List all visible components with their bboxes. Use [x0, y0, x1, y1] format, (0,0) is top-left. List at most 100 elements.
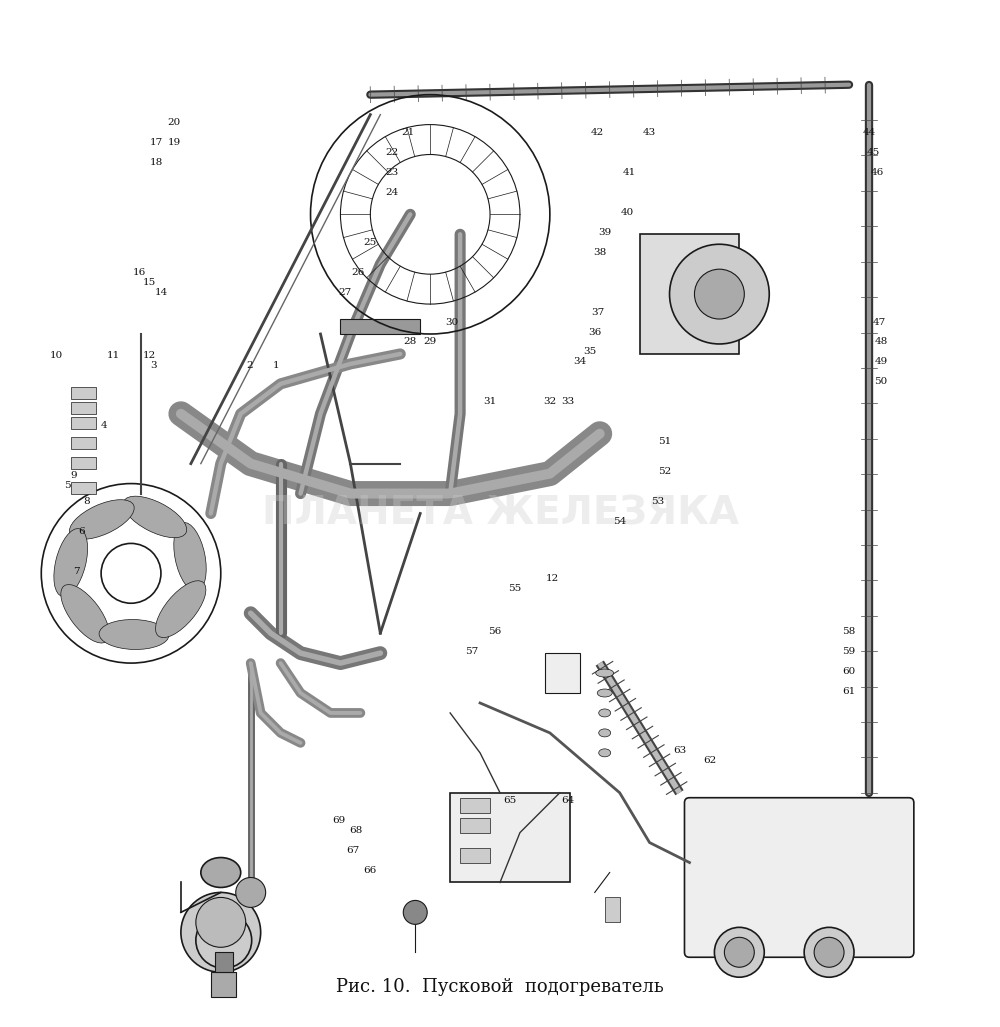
Text: 12: 12	[142, 351, 156, 360]
Text: 21: 21	[402, 128, 415, 137]
Ellipse shape	[61, 584, 109, 643]
Text: 26: 26	[352, 268, 365, 276]
Ellipse shape	[156, 580, 206, 638]
Circle shape	[714, 927, 764, 978]
Bar	[71, 482, 96, 494]
Text: ПЛАНЕТА ЖЕЛЕЗЯКА: ПЛАНЕТА ЖЕЛЕЗЯКА	[262, 494, 738, 533]
Text: 14: 14	[154, 288, 168, 297]
Text: 49: 49	[874, 357, 888, 367]
Bar	[640, 234, 739, 354]
Text: 2: 2	[246, 362, 253, 371]
Text: 15: 15	[142, 277, 156, 287]
Text: 9: 9	[70, 471, 77, 480]
Ellipse shape	[201, 858, 241, 887]
Text: 59: 59	[842, 647, 856, 655]
Text: 64: 64	[561, 796, 574, 805]
Circle shape	[181, 892, 261, 973]
Text: 31: 31	[483, 397, 497, 407]
Text: 63: 63	[673, 747, 686, 755]
Text: 35: 35	[583, 347, 596, 356]
Text: 55: 55	[508, 583, 522, 593]
Text: 69: 69	[332, 816, 345, 825]
Circle shape	[403, 901, 427, 924]
Circle shape	[236, 877, 266, 908]
Text: 57: 57	[465, 647, 479, 655]
Text: 30: 30	[446, 317, 459, 327]
Text: 58: 58	[842, 626, 856, 636]
Text: 33: 33	[561, 397, 574, 407]
Circle shape	[804, 927, 854, 978]
Ellipse shape	[599, 709, 611, 717]
Bar	[340, 319, 420, 334]
Text: 44: 44	[862, 128, 876, 137]
Bar	[71, 402, 96, 414]
Ellipse shape	[54, 529, 88, 597]
Circle shape	[670, 244, 769, 344]
Text: 23: 23	[386, 168, 399, 177]
Bar	[460, 847, 490, 863]
Text: 67: 67	[346, 846, 359, 855]
Ellipse shape	[123, 496, 187, 538]
Bar	[71, 417, 96, 428]
Text: 28: 28	[404, 338, 417, 346]
Text: 53: 53	[651, 497, 664, 506]
Bar	[215, 952, 233, 973]
Text: 62: 62	[703, 756, 716, 765]
Text: 45: 45	[866, 148, 880, 157]
Text: 4: 4	[101, 421, 107, 430]
Bar	[460, 817, 490, 833]
Text: 25: 25	[364, 238, 377, 246]
Text: 10: 10	[50, 351, 63, 360]
Text: 3: 3	[151, 362, 157, 371]
Text: 54: 54	[613, 517, 626, 526]
Text: 66: 66	[364, 866, 377, 875]
Text: 32: 32	[543, 397, 556, 407]
Text: Рис. 10.  Пусковой  подогреватель: Рис. 10. Пусковой подогреватель	[336, 978, 664, 996]
Text: 61: 61	[842, 686, 856, 695]
Text: 20: 20	[167, 118, 181, 127]
Ellipse shape	[596, 669, 614, 677]
Bar	[605, 898, 620, 922]
Text: 19: 19	[167, 138, 181, 147]
Text: 1: 1	[272, 362, 279, 371]
Text: 17: 17	[149, 138, 163, 147]
Text: 42: 42	[591, 128, 604, 137]
Ellipse shape	[599, 749, 611, 757]
Bar	[211, 973, 236, 997]
Bar	[71, 387, 96, 398]
Text: 29: 29	[424, 338, 437, 346]
Text: 24: 24	[386, 188, 399, 197]
Text: 51: 51	[658, 438, 671, 446]
Text: 43: 43	[643, 128, 656, 137]
Text: 39: 39	[598, 228, 611, 237]
Text: 16: 16	[132, 268, 146, 276]
Text: 56: 56	[488, 626, 502, 636]
Text: 46: 46	[870, 168, 884, 177]
Text: 60: 60	[842, 667, 856, 676]
FancyBboxPatch shape	[684, 798, 914, 957]
Ellipse shape	[99, 619, 169, 649]
Text: 34: 34	[573, 357, 586, 367]
Bar	[71, 457, 96, 468]
Text: 47: 47	[872, 317, 886, 327]
Ellipse shape	[597, 689, 612, 697]
Text: 41: 41	[623, 168, 636, 177]
Text: 5: 5	[64, 481, 71, 490]
Text: 50: 50	[874, 377, 888, 386]
Text: 68: 68	[349, 826, 362, 835]
Text: 65: 65	[503, 796, 517, 805]
Text: 37: 37	[591, 307, 604, 316]
Circle shape	[814, 938, 844, 967]
Text: 52: 52	[658, 467, 671, 477]
Text: 6: 6	[78, 527, 84, 536]
Bar	[450, 793, 570, 882]
Circle shape	[196, 898, 246, 947]
Circle shape	[196, 912, 252, 968]
Text: 8: 8	[83, 497, 89, 506]
Text: 36: 36	[588, 328, 601, 337]
Text: 40: 40	[621, 207, 634, 217]
Ellipse shape	[174, 523, 206, 592]
Text: 18: 18	[149, 158, 163, 167]
Text: 7: 7	[73, 567, 79, 576]
Ellipse shape	[69, 500, 134, 539]
